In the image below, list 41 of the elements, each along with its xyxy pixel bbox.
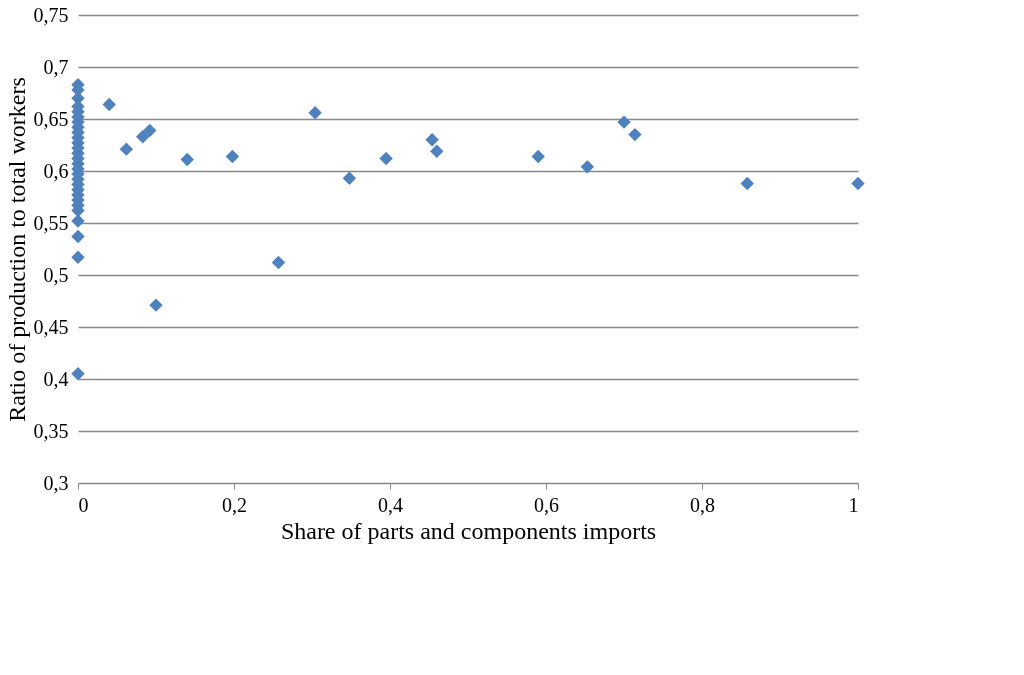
y-tick-label: 0,45	[33, 315, 69, 338]
x-tick-label: 0	[78, 493, 89, 516]
point	[342, 171, 357, 185]
y-tick-label: 0,6	[43, 159, 69, 182]
point	[851, 176, 865, 191]
point	[143, 123, 157, 138]
x-tick-label: 0,4	[378, 493, 403, 516]
y-axis-title: Ratio of production to total workers	[3, 77, 30, 422]
point	[102, 97, 116, 112]
point	[308, 106, 322, 120]
point	[180, 152, 194, 167]
y-tick-label: 0,35	[33, 419, 69, 442]
x-tick-label: 0,6	[534, 493, 559, 516]
y-tick-label: 0,75	[33, 3, 69, 26]
y-tick-label: 0,5	[43, 263, 69, 286]
y-tick-label: 0,7	[43, 55, 69, 78]
point	[430, 144, 444, 158]
point	[71, 367, 85, 381]
point	[425, 133, 439, 147]
point	[379, 151, 393, 166]
point	[71, 229, 85, 244]
x-axis-title: Share of parts and components imports	[280, 517, 657, 544]
point	[617, 115, 631, 129]
point	[271, 255, 286, 270]
y-tick-label: 0,3	[43, 471, 69, 494]
y-tick-label: 0,65	[33, 107, 69, 130]
point	[71, 214, 85, 228]
point	[531, 149, 545, 164]
point	[580, 160, 595, 174]
y-tick-label: 0,4	[43, 367, 69, 390]
y-tick-label: 0,55	[33, 211, 69, 234]
x-tick-label: 0,8	[690, 493, 715, 516]
point	[136, 129, 150, 144]
x-tick-label: 0,2	[222, 493, 247, 516]
point	[71, 250, 85, 265]
point	[149, 298, 163, 312]
point	[119, 142, 134, 156]
point	[225, 149, 240, 164]
point	[740, 176, 754, 191]
point	[628, 127, 642, 142]
x-tick-label: 1	[848, 493, 859, 516]
